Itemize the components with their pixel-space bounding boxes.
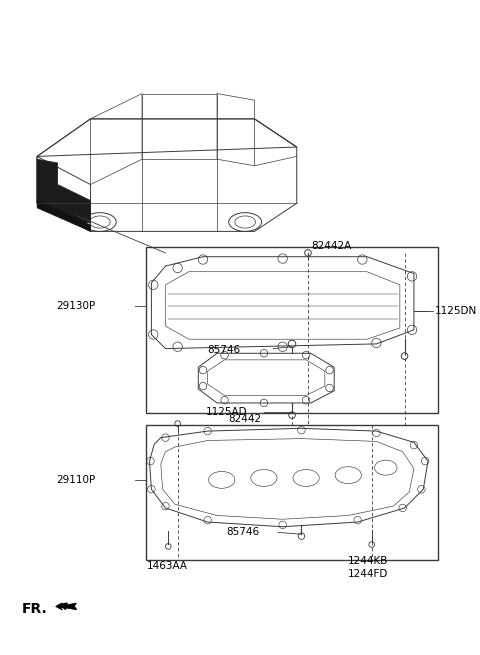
Text: 1244FD: 1244FD xyxy=(348,569,389,578)
Text: 29130P: 29130P xyxy=(56,301,95,311)
Text: FR.: FR. xyxy=(22,602,48,616)
Bar xyxy=(146,426,438,561)
Text: 1125AD: 1125AD xyxy=(206,407,247,417)
Polygon shape xyxy=(37,159,90,225)
Text: 85746: 85746 xyxy=(227,527,260,537)
Bar xyxy=(146,248,438,413)
Text: 29110P: 29110P xyxy=(56,475,95,485)
Text: 82442A: 82442A xyxy=(311,241,351,251)
Text: 1244KB: 1244KB xyxy=(348,557,389,567)
Text: 82442: 82442 xyxy=(228,413,262,424)
Polygon shape xyxy=(37,200,90,231)
Text: 1125DN: 1125DN xyxy=(434,306,477,316)
Text: 1463AA: 1463AA xyxy=(147,561,188,571)
Text: 85746: 85746 xyxy=(208,345,241,356)
